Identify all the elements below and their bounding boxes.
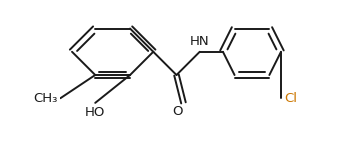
Text: Cl: Cl <box>285 92 298 105</box>
Text: HO: HO <box>85 106 106 119</box>
Text: HN: HN <box>190 35 210 48</box>
Text: O: O <box>172 105 182 118</box>
Text: CH₃: CH₃ <box>34 92 58 105</box>
